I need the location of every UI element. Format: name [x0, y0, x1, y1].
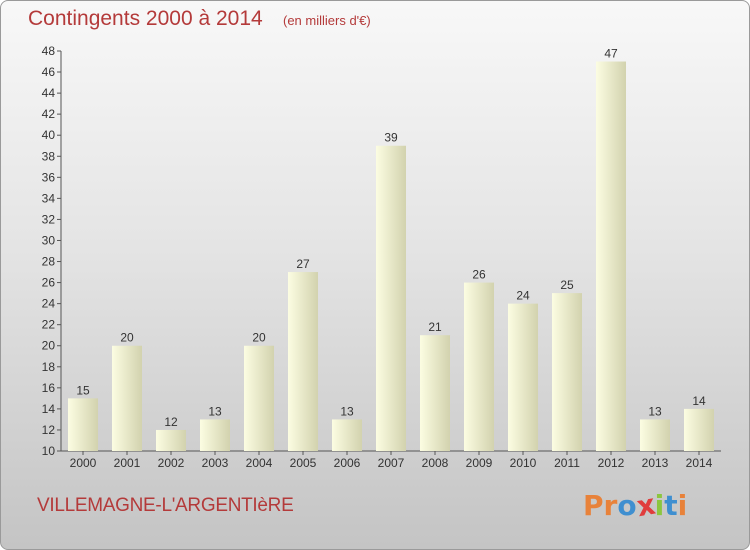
bar	[244, 345, 274, 451]
bar	[332, 419, 362, 451]
x-tick-label: 2010	[510, 456, 537, 470]
y-tick-label: 22	[42, 318, 56, 332]
y-tick-label: 16	[42, 381, 56, 395]
bar-value-label: 15	[76, 383, 90, 397]
y-tick-label: 20	[42, 339, 56, 353]
bar	[420, 335, 450, 451]
bar	[112, 345, 142, 451]
x-tick-label: 2012	[598, 456, 625, 470]
logo-letter: i	[677, 489, 688, 522]
bar	[68, 398, 98, 451]
proxiti-logo: Proxiti	[583, 488, 688, 524]
bar-value-label: 39	[384, 131, 398, 145]
logo-letter: P	[583, 489, 604, 522]
x-tick-label: 2003	[202, 456, 229, 470]
bar	[596, 61, 626, 452]
y-tick-label: 48	[42, 44, 56, 58]
y-tick-label: 46	[42, 65, 56, 79]
bar	[640, 419, 670, 451]
bar	[464, 282, 494, 451]
bar-value-label: 24	[516, 289, 530, 303]
bar	[508, 303, 538, 451]
bar	[376, 145, 406, 451]
bar-value-label: 26	[472, 268, 486, 282]
x-tick-label: 2013	[642, 456, 669, 470]
x-tick-label: 2000	[70, 456, 97, 470]
x-tick-label: 2004	[246, 456, 273, 470]
commune-name: VILLEMAGNE-L'ARGENTIèRE	[37, 495, 294, 516]
y-tick-label: 26	[42, 276, 56, 290]
x-tick-label: 2011	[554, 456, 580, 470]
x-tick-label: 2007	[378, 456, 405, 470]
logo-letter: o	[617, 489, 637, 522]
y-tick-label: 38	[42, 149, 56, 163]
bar	[200, 419, 230, 451]
y-tick-label: 44	[42, 86, 56, 100]
y-tick-label: 12	[42, 423, 56, 437]
y-tick-label: 10	[42, 444, 56, 458]
bar-value-label: 12	[164, 415, 178, 429]
y-tick-label: 28	[42, 255, 56, 269]
bar	[684, 408, 714, 451]
x-tick-label: 2014	[686, 456, 713, 470]
bar-value-label: 20	[120, 331, 134, 345]
bar	[288, 272, 318, 451]
x-tick-label: 2005	[290, 456, 317, 470]
bar-value-label: 20	[252, 331, 266, 345]
chart-unit: (en milliers d'€)	[283, 13, 371, 28]
y-tick-label: 30	[42, 233, 56, 247]
bar-value-label: 27	[296, 257, 310, 271]
logo-letter: r	[603, 489, 618, 522]
bar-value-label: 13	[340, 404, 354, 418]
bar-value-label: 47	[604, 47, 618, 61]
bar	[156, 429, 186, 451]
logo-letter: i	[654, 489, 665, 522]
y-tick-label: 24	[42, 297, 56, 311]
y-tick-label: 18	[42, 360, 56, 374]
bar-value-label: 21	[428, 320, 442, 334]
x-tick-label: 2002	[158, 456, 185, 470]
y-tick-label: 32	[42, 212, 56, 226]
y-tick-label: 34	[42, 191, 56, 205]
logo-letter: t	[664, 489, 678, 522]
bar	[552, 293, 582, 451]
bar-value-label: 14	[692, 394, 706, 408]
y-tick-label: 40	[42, 128, 56, 142]
x-tick-label: 2001	[114, 456, 141, 470]
bar-value-label: 25	[560, 278, 574, 292]
x-tick-label: 2009	[466, 456, 493, 470]
x-tick-label: 2008	[422, 456, 449, 470]
y-tick-label: 36	[42, 170, 56, 184]
y-tick-label: 14	[42, 402, 56, 416]
y-tick-label: 42	[42, 107, 56, 121]
bar-value-label: 13	[648, 404, 662, 418]
bar-value-label: 13	[208, 404, 222, 418]
chart-title: Contingents 2000 à 2014	[28, 7, 263, 30]
x-tick-label: 2006	[334, 456, 361, 470]
